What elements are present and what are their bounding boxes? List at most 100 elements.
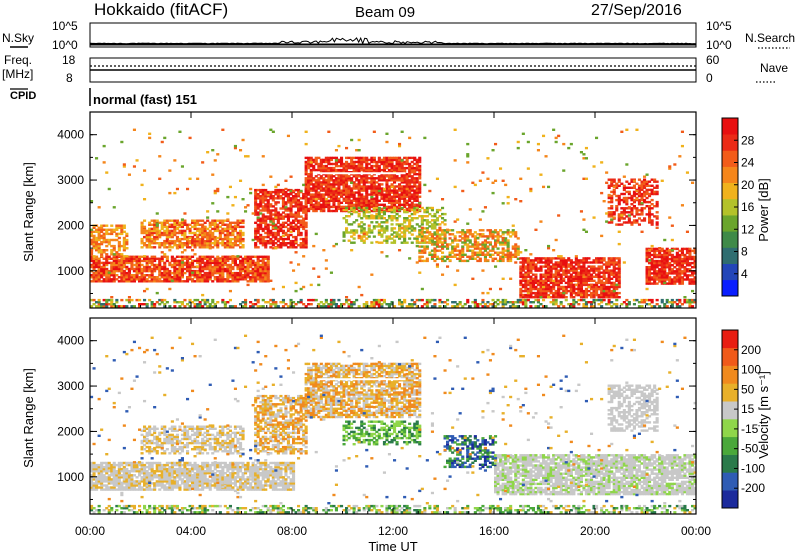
echo-cell: [304, 242, 308, 245]
echo-cell: [254, 303, 258, 306]
echo-cell: [347, 156, 351, 160]
echo-cell: [140, 263, 144, 267]
echo-cell: [403, 235, 407, 238]
echo-cell: [579, 287, 583, 291]
echo-cell: [340, 303, 344, 306]
echo-cell: [264, 188, 268, 192]
echo-cell: [625, 200, 629, 204]
echo-cell: [370, 305, 374, 308]
echo-cell: [665, 249, 669, 253]
echo-cell: [317, 195, 321, 198]
echo-cell: [317, 205, 321, 209]
echo-cell: [347, 231, 351, 234]
echo-cell: [322, 209, 326, 213]
echo-cell: [337, 207, 341, 211]
echo-cell: [658, 268, 662, 271]
echo-cell: [675, 261, 679, 265]
echo-cell: [261, 239, 265, 243]
echo-cell: [150, 280, 154, 283]
echo-cell: [579, 285, 583, 289]
echo-cell: [221, 269, 225, 273]
echo-cell: [218, 242, 222, 245]
echo-cell: [175, 276, 179, 279]
echo-cell: [95, 305, 99, 308]
echo-cell: [390, 160, 394, 164]
echo-cell: [140, 255, 144, 258]
echo-cell: [481, 305, 485, 308]
echo-cell: [256, 267, 260, 271]
echo-cell: [148, 223, 152, 226]
echo-cell: [138, 276, 142, 279]
echo-cell: [387, 189, 391, 192]
echo-cell: [261, 278, 265, 281]
echo-cell: [365, 181, 369, 184]
echo-cell: [324, 158, 328, 162]
echo-cell: [536, 298, 540, 302]
echo-cell: [658, 251, 662, 255]
echo-cell: [615, 263, 619, 266]
echo-cell: [271, 301, 275, 304]
echo-cell: [579, 296, 583, 299]
echo-cell: [322, 303, 326, 306]
echo-cell: [410, 193, 414, 196]
echo-cell: [198, 237, 202, 241]
echo-cell: [592, 259, 596, 262]
echo-cell: [380, 215, 384, 218]
echo-cell: [413, 227, 417, 230]
echo-cell: [143, 242, 147, 245]
echo-cell: [90, 232, 94, 236]
echo-cell: [196, 221, 200, 224]
echo-cell: [660, 249, 664, 253]
echo-cell: [140, 267, 144, 271]
echo-cell: [322, 158, 326, 162]
echo-cell: [645, 213, 649, 216]
echo-cell: [259, 276, 263, 279]
echo-cell: [241, 263, 245, 267]
echo-cell: [640, 209, 644, 212]
echo-cell: [605, 271, 609, 274]
echo-cell: [160, 280, 164, 283]
echo-cell: [304, 221, 308, 224]
echo-cell: [680, 276, 684, 279]
echo-cell: [443, 223, 447, 226]
echo-cell: [105, 230, 109, 233]
echo-cell: [441, 217, 445, 220]
echo-cell: [405, 241, 409, 244]
echo-cell: [387, 205, 391, 209]
echo-cell: [284, 193, 288, 196]
echo-cell: [236, 274, 240, 277]
echo-cell: [542, 283, 546, 287]
echo-cell: [615, 257, 619, 260]
echo-cell: [196, 244, 200, 247]
echo-cell: [658, 249, 662, 253]
echo-cell: [299, 201, 303, 204]
echo-cell: [115, 226, 119, 229]
echo-cell: [350, 187, 354, 190]
echo-cell: [423, 227, 427, 230]
echo-cell: [400, 189, 404, 192]
echo-cell: [297, 193, 301, 196]
echo-cell: [279, 207, 283, 210]
echo-cell: [385, 187, 389, 190]
echo-cell: [112, 230, 116, 233]
echo-cell: [425, 241, 429, 244]
echo-cell: [249, 276, 253, 279]
echo-cell: [307, 209, 311, 213]
echo-cell: [377, 160, 381, 164]
echo-cell: [153, 276, 157, 279]
echo-cell: [97, 265, 101, 269]
echo-cell: [281, 221, 285, 224]
echo-cell: [663, 259, 667, 263]
echo-cell: [574, 271, 578, 274]
echo-cell: [393, 168, 397, 172]
echo-cell: [428, 301, 432, 304]
echo-cell: [483, 303, 487, 306]
echo-cell: [524, 277, 528, 280]
echo-cell: [463, 241, 467, 244]
echo-cell: [554, 289, 558, 293]
echo-cell: [410, 168, 414, 172]
echo-cell: [557, 273, 561, 276]
echo-cell: [584, 259, 588, 262]
echo-cell: [299, 203, 303, 206]
echo-cell: [486, 301, 490, 304]
